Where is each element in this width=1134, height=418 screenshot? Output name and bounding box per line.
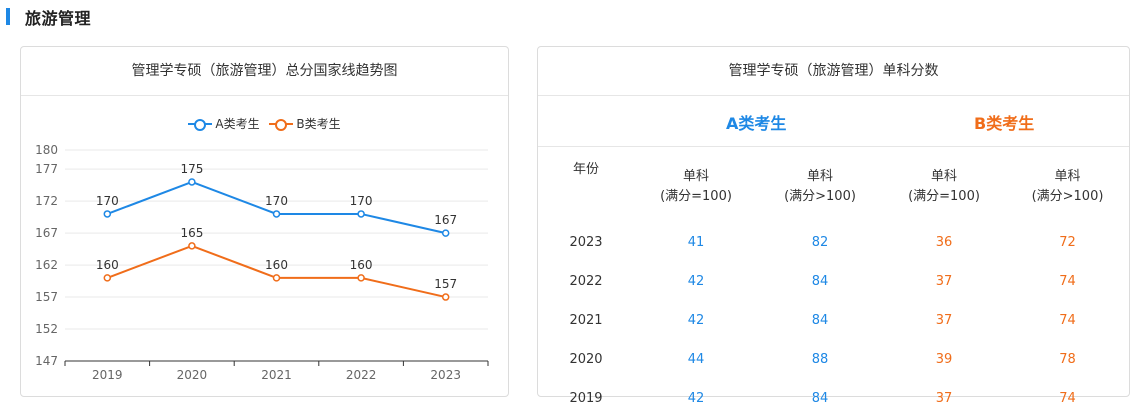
cell-a-full100: 41: [687, 235, 705, 250]
cell-b-full100: 37: [935, 391, 953, 406]
section-title: 旅游管理: [25, 9, 92, 28]
cell-a-over100: 84: [811, 391, 829, 406]
data-label: 165: [180, 226, 203, 240]
data-label: 160: [350, 258, 373, 272]
data-point: [272, 210, 281, 218]
data-point: [357, 274, 365, 282]
header-a-over100: 单科 (满分>100): [784, 168, 856, 204]
table-header-row: 年份 单科 (满分=100) 单科 (满分>100) 单科 (满分=100) 单科 (满…: [538, 150, 1129, 223]
cell-a-over100: 84: [811, 313, 829, 328]
cell-a-full100: 44: [687, 352, 705, 367]
legend-label-b: B类考生: [296, 117, 341, 131]
cell-year: 2023: [569, 235, 603, 250]
cell-b-over100: 74: [1059, 313, 1076, 328]
data-label: 170: [96, 194, 119, 208]
x-tick-label: 2021: [261, 368, 292, 382]
table-row: 2022 42 84 37 74: [538, 262, 1129, 301]
table-row: 2021 42 84 37 74: [538, 301, 1129, 340]
cell-b-full100: 36: [935, 235, 953, 250]
cell-year: 2020: [569, 352, 603, 367]
cell-b-full100: 37: [935, 274, 953, 289]
legend-item-a[interactable]: A类考生: [188, 115, 260, 132]
trend-chart-title: 管理学专硕（旅游管理）总分国家线趋势图: [21, 47, 508, 96]
section-accent-bar: [6, 8, 10, 25]
chart-legend[interactable]: A类考生 B类考生: [21, 115, 508, 133]
legend-item-b[interactable]: B类考生: [269, 115, 341, 132]
data-label: 167: [434, 213, 457, 227]
y-tick-label: 180: [35, 143, 58, 157]
data-point: [103, 274, 112, 282]
x-tick-label: 2023: [430, 368, 461, 382]
legend-line-a-icon: [188, 118, 213, 131]
x-tick-label: 2020: [177, 368, 208, 382]
section-header: 旅游管理: [0, 0, 1134, 32]
cell-a-over100: 84: [811, 274, 829, 289]
header-year: 年份: [572, 162, 599, 177]
data-point: [441, 293, 450, 301]
cell-b-full100: 37: [935, 313, 953, 328]
group-a-label: A类考生: [726, 114, 787, 133]
cell-b-over100: 72: [1059, 235, 1076, 250]
cell-b-over100: 78: [1059, 352, 1076, 367]
y-tick-label: 167: [35, 226, 58, 240]
x-tick-label: 2022: [346, 368, 377, 382]
y-tick-label: 157: [35, 290, 58, 304]
group-header: A类考生 B类考生: [538, 95, 1129, 147]
cell-a-full100: 42: [687, 313, 705, 328]
scores-table: 年份 单科 (满分=100) 单科 (满分>100) 单科 (满分=100) 单科 (满…: [538, 150, 1129, 418]
data-point: [188, 178, 196, 186]
table-row: 2023 41 82 36 72: [538, 223, 1129, 262]
table-row: 2019 42 84 37 74: [538, 379, 1129, 418]
y-tick-label: 147: [35, 354, 58, 368]
x-tick-label: 2019: [92, 368, 123, 382]
data-label: 160: [265, 258, 288, 272]
legend-label-a: A类考生: [215, 117, 260, 131]
cell-b-over100: 74: [1059, 274, 1076, 289]
cell-b-over100: 74: [1059, 391, 1076, 406]
cell-a-over100: 82: [811, 235, 829, 250]
cell-a-full100: 42: [687, 391, 705, 406]
data-point: [272, 274, 281, 282]
data-label: 170: [265, 194, 288, 208]
group-b-label: B类考生: [974, 114, 1035, 133]
data-point: [188, 242, 196, 250]
header-a-full100: 单科 (满分=100): [660, 168, 732, 204]
cell-year: 2019: [569, 391, 603, 406]
line-chart: 147 152 157 162 167 172 177 180 2019 2020 2021 2022…: [35, 143, 489, 382]
single-subject-card: 管理学专硕（旅游管理）单科分数 A类考生 B类考生 年份 单科 (满分=100) …: [537, 46, 1130, 406]
table-row: 2020 44 88 39 78: [538, 340, 1129, 379]
data-label: 160: [96, 258, 119, 272]
y-tick-label: 162: [35, 258, 58, 272]
y-tick-label: 152: [35, 322, 58, 336]
data-point: [357, 210, 365, 218]
cell-a-over100: 88: [811, 352, 829, 367]
data-point: [441, 229, 450, 237]
y-tick-label: 177: [35, 162, 58, 176]
header-b-over100: 单科 (满分>100): [1031, 168, 1104, 204]
legend-line-b-icon: [269, 118, 294, 131]
header-b-full100: 单科 (满分=100): [908, 168, 980, 204]
data-label: 157: [434, 277, 457, 291]
data-label: 170: [350, 194, 373, 208]
cell-year: 2021: [569, 313, 603, 328]
data-label: 175: [180, 162, 203, 176]
trend-chart-card: 管理学专硕（旅游管理）总分国家线趋势图 A类考生 B类考生 147 152 157 1…: [20, 46, 509, 397]
cell-a-full100: 42: [687, 274, 705, 289]
single-subject-title: 管理学专硕（旅游管理）单科分数: [538, 47, 1129, 96]
y-tick-label: 172: [35, 194, 58, 208]
cell-b-full100: 39: [935, 352, 953, 367]
data-point: [103, 210, 112, 218]
cell-year: 2022: [569, 274, 603, 289]
